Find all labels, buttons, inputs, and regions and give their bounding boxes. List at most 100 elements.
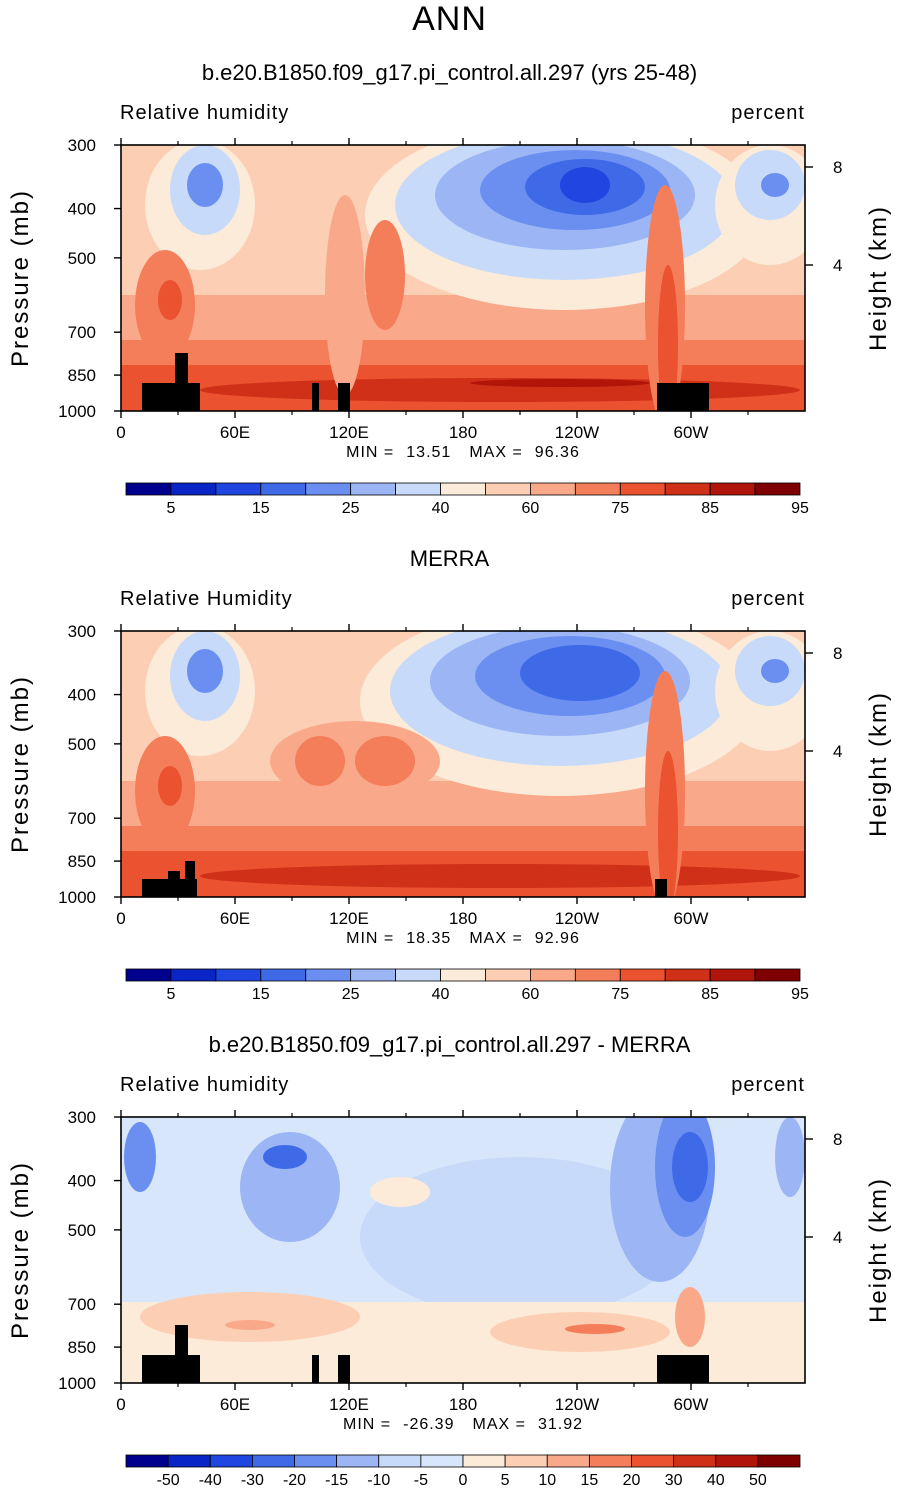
colorbar-swatch: [305, 968, 352, 982]
y-tick-label: 1000: [58, 402, 96, 421]
field-neg: [263, 1145, 307, 1169]
field-moist: [365, 220, 405, 330]
colorbar-swatch: [530, 482, 576, 496]
y-tick-label: 700: [68, 1295, 96, 1314]
min-max-min-label: MIN =: [346, 444, 394, 461]
colorbar-swatch: [260, 482, 307, 496]
colorbar-label: -15: [325, 1472, 348, 1489]
colorbar-label: 5: [166, 500, 175, 517]
colorbar-swatch: [260, 968, 307, 982]
y-tick-label: 850: [68, 1338, 96, 1357]
topography: [657, 1355, 709, 1383]
field-pos: [675, 1287, 705, 1347]
min-max-max: 31.92: [538, 1416, 583, 1433]
min-max-min: -26.39: [403, 1416, 454, 1433]
field-dry: [520, 645, 640, 701]
topography: [338, 1355, 350, 1383]
colorbar-swatch: [574, 968, 621, 982]
colorbar-swatch: [715, 1454, 759, 1468]
y-axis-label: Pressure (mb): [7, 189, 34, 367]
field-neg: [124, 1122, 156, 1192]
colorbar-label: -40: [199, 1472, 222, 1489]
x-tick-label: 60E: [220, 909, 250, 928]
field-dry: [560, 167, 610, 203]
topography: [338, 383, 350, 411]
colorbar-swatch: [125, 482, 172, 496]
field-neg: [672, 1132, 708, 1202]
units-label: percent: [731, 1074, 805, 1096]
y-axis-label: Pressure (mb): [7, 675, 34, 853]
colorbar-label: 25: [342, 500, 360, 517]
colorbar-label: 95: [791, 500, 809, 517]
x-tick-label: 60E: [220, 423, 250, 442]
x-tick-label: 60W: [674, 909, 709, 928]
field-neg: [360, 1157, 680, 1317]
chart-title: b.e20.B1850.f09_g17.pi_control.all.297 -…: [208, 1032, 691, 1057]
field-blob: [470, 379, 650, 387]
x-tick-label: 0: [116, 1395, 125, 1414]
topography: [312, 1355, 319, 1383]
colorbar-swatch: [574, 482, 621, 496]
y-tick-label: 400: [68, 1172, 96, 1191]
min-max-max-label: MAX =: [472, 1416, 525, 1433]
colorbar-swatch: [209, 1454, 253, 1468]
colorbar-label: 0: [459, 1472, 468, 1489]
y-tick-label: 400: [68, 686, 96, 705]
field-blob: [200, 864, 800, 888]
colorbar-label: 40: [432, 986, 450, 1003]
colorbar-label: 40: [707, 1472, 725, 1489]
chart-panel: MERRA Relative Humidity percent 0 60E 120E 180…: [0, 546, 899, 1026]
colorbar-label: 40: [432, 500, 450, 517]
y-right-tick-label: 8: [833, 1130, 842, 1149]
x-tick-label: 120E: [329, 1395, 369, 1414]
colorbar-swatch: [673, 1454, 717, 1468]
x-tick-label: 60E: [220, 1395, 250, 1414]
y-right-tick-label: 4: [833, 256, 842, 275]
colorbar-swatch: [664, 482, 711, 496]
colorbar-label: 20: [623, 1472, 641, 1489]
colorbar-swatch: [546, 1454, 590, 1468]
y-tick-label: 850: [68, 366, 96, 385]
colorbar-label: -30: [241, 1472, 264, 1489]
colorbar-label: 60: [522, 500, 540, 517]
y-tick-label: 500: [68, 1221, 96, 1240]
colorbar-label: 85: [701, 986, 719, 1003]
topography: [168, 871, 180, 897]
colorbar-swatch: [395, 968, 441, 982]
colorbar-swatch: [757, 1454, 801, 1468]
y-tick-label: 300: [68, 622, 96, 641]
min-max-min: 13.51: [406, 444, 451, 461]
units-label: percent: [731, 588, 805, 610]
contour-field: [121, 631, 805, 897]
colorbar-swatch: [215, 968, 262, 982]
field-dry: [187, 649, 223, 693]
y-tick-label: 1000: [58, 888, 96, 907]
field-moist: [325, 195, 365, 395]
y-tick-label: 500: [68, 735, 96, 754]
colorbar-swatch: [504, 1454, 548, 1468]
field-pos: [225, 1320, 275, 1330]
chart-panel: b.e20.B1850.f09_g17.pi_control.all.297 -…: [0, 1032, 899, 1512]
colorbar-label: -50: [157, 1472, 180, 1489]
contour-field: [121, 145, 805, 411]
colorbar-swatch: [440, 482, 486, 496]
colorbar-swatch: [485, 482, 531, 496]
field-pos: [370, 1177, 430, 1207]
topography: [655, 879, 667, 897]
colorbar-swatch: [530, 968, 576, 982]
colorbar-swatch: [378, 1454, 422, 1468]
colorbar-swatch: [125, 968, 172, 982]
y-tick-label: 850: [68, 852, 96, 871]
colorbar-swatch: [305, 482, 352, 496]
variable-label: Relative Humidity: [120, 588, 293, 610]
x-tick-label: 180: [449, 423, 477, 442]
y-tick-label: 700: [68, 809, 96, 828]
colorbar-swatch: [170, 968, 217, 982]
colorbar-swatch: [215, 482, 262, 496]
field-neg: [775, 1117, 805, 1197]
colorbar-swatch: [336, 1454, 380, 1468]
field-pos: [140, 1292, 360, 1342]
colorbar-label: 75: [611, 986, 629, 1003]
min-max-min-label: MIN =: [343, 1416, 391, 1433]
y-tick-label: 1000: [58, 1374, 96, 1393]
